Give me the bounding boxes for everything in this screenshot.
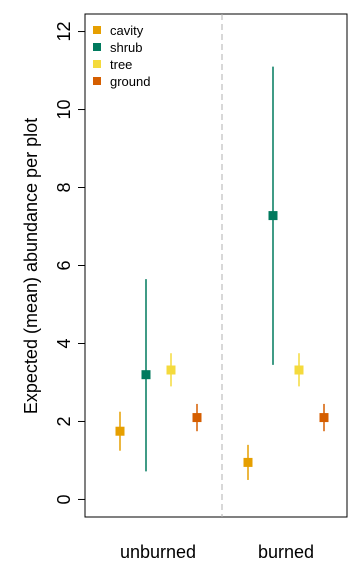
y-tick-label: 10 bbox=[54, 100, 74, 120]
y-tick-label: 0 bbox=[54, 494, 74, 504]
point-shrub-burned bbox=[268, 211, 278, 221]
y-axis-label: Expected (mean) abundance per plot bbox=[21, 118, 41, 414]
point-ground-unburned bbox=[192, 413, 202, 423]
point-cavity-burned bbox=[243, 457, 253, 467]
group-label-unburned: unburned bbox=[120, 542, 196, 562]
legend: cavity shrub tree ground bbox=[93, 23, 150, 89]
point-tree-burned bbox=[294, 365, 304, 375]
legend-swatch-ground bbox=[93, 77, 101, 85]
legend-label-shrub: shrub bbox=[110, 40, 143, 55]
legend-swatch-cavity bbox=[93, 26, 101, 34]
point-cavity-unburned bbox=[115, 426, 125, 436]
legend-label-cavity: cavity bbox=[110, 23, 144, 38]
point-ground-burned bbox=[319, 413, 329, 423]
y-axis-ticks: 0 2 4 6 8 10 12 bbox=[54, 22, 85, 504]
legend-label-ground: ground bbox=[110, 74, 150, 89]
data-marks bbox=[115, 66, 329, 480]
point-tree-unburned bbox=[166, 365, 176, 375]
plot-frame bbox=[84, 13, 348, 518]
legend-label-tree: tree bbox=[110, 57, 132, 72]
legend-swatch-shrub bbox=[93, 43, 101, 51]
group-label-burned: burned bbox=[258, 542, 314, 562]
y-tick-label: 2 bbox=[54, 416, 74, 426]
y-tick-label: 12 bbox=[54, 22, 74, 42]
legend-swatch-tree bbox=[93, 60, 101, 68]
y-tick-label: 4 bbox=[54, 338, 74, 348]
y-tick-label: 8 bbox=[54, 183, 74, 193]
y-tick-label: 6 bbox=[54, 260, 74, 270]
point-shrub-unburned bbox=[141, 370, 151, 380]
